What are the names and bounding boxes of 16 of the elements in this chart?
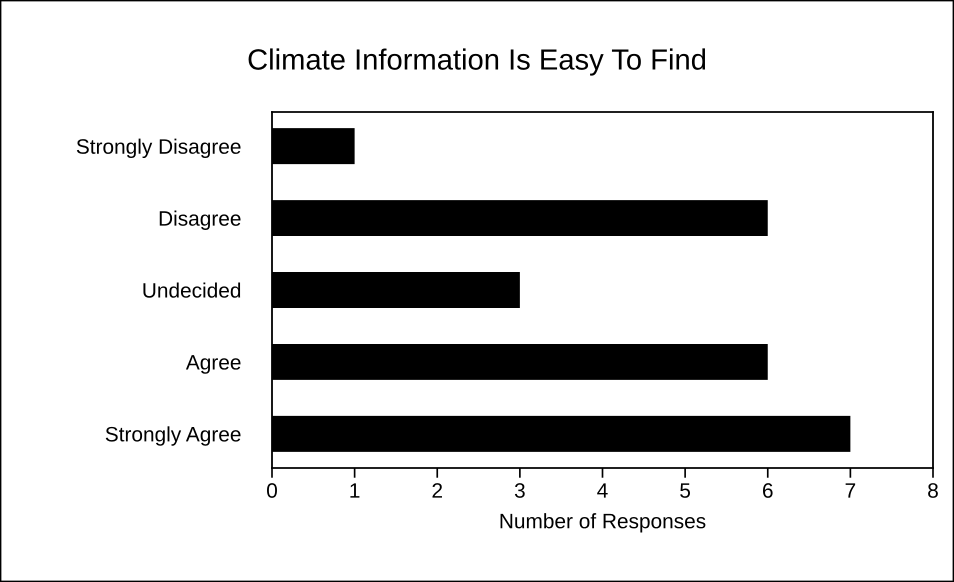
x-tick-label: 6 (763, 483, 773, 498)
y-tick-label: Strongly Disagree (76, 138, 241, 158)
x-tick-label: 4 (597, 483, 608, 498)
y-tick-label: Agree (186, 355, 241, 374)
x-tick-label: 3 (514, 483, 525, 498)
x-tick-label: 1 (350, 483, 360, 498)
x-tick-label: 8 (928, 483, 938, 498)
x-tick-label: 7 (846, 483, 856, 498)
y-tick-label: Undecided (143, 282, 240, 298)
y-tick-label: Strongly Agree (106, 426, 241, 446)
x-tick-label: 0 (267, 483, 277, 498)
x-tick-label: 5 (680, 483, 690, 498)
x-tick-label: 2 (432, 483, 442, 498)
y-tick-label: Disagree (160, 210, 241, 230)
chart-title: Climate Information Is Easy To Find (248, 48, 706, 76)
x-axis-title: Number of Responses (500, 513, 706, 533)
